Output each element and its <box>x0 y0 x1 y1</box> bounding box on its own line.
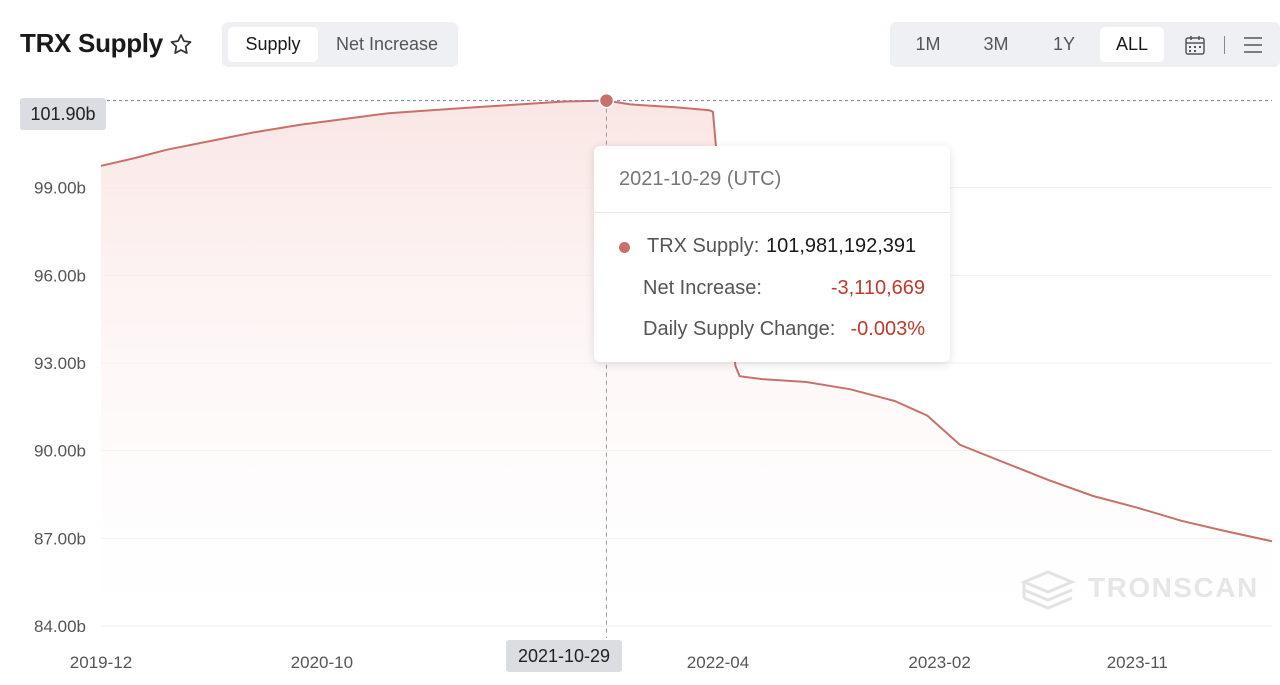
tooltip-net-label: Net Increase: <box>643 277 762 299</box>
toolbar-divider <box>1224 36 1225 54</box>
tooltip-supply-value: 101,981,192,391 <box>766 235 917 257</box>
tooltip-supply-label: TRX Supply: <box>647 235 760 257</box>
tronscan-logo-icon <box>1020 570 1076 610</box>
crosshair-x-label: 2021-10-29 <box>506 640 622 672</box>
y-tick-label: 90.00b <box>34 442 86 461</box>
highlight-point[interactable] <box>598 92 615 109</box>
calendar-icon[interactable] <box>1184 34 1206 56</box>
tooltip-change-label: Daily Supply Change: <box>643 318 836 340</box>
tab-net-increase[interactable]: Net Increase <box>335 34 439 54</box>
x-tick-label: 2019-12 <box>70 653 132 672</box>
y-tick-label: 87.00b <box>34 529 86 548</box>
star-outline-icon[interactable] <box>168 32 194 58</box>
range-1y-button[interactable]: 1Y <box>1052 34 1076 54</box>
range-3m-button[interactable]: 3M <box>983 34 1009 54</box>
hamburger-menu-icon[interactable] <box>1242 34 1264 56</box>
range-all-button[interactable]: ALL <box>1100 27 1164 62</box>
watermark-text: TRONSCAN <box>1088 572 1259 603</box>
tronscan-watermark: TRONSCAN <box>1020 568 1260 612</box>
metric-tabs: Supply Net Increase <box>222 22 458 67</box>
y-tick-label: 93.00b <box>34 354 86 373</box>
tab-supply[interactable]: Supply <box>228 27 318 62</box>
y-tick-label: 99.00b <box>34 179 86 198</box>
x-tick-label: 2022-04 <box>687 653 749 672</box>
y-tick-label: 96.00b <box>34 266 86 285</box>
range-1m-button[interactable]: 1M <box>915 34 941 54</box>
crosshair-y-label: 101.90b <box>20 98 106 130</box>
tooltip-change-value: -0.003% <box>850 318 926 340</box>
x-tick-label: 2023-02 <box>908 653 970 672</box>
x-tick-label: 2020-10 <box>291 653 353 672</box>
y-tick-label: 84.00b <box>34 617 86 636</box>
series-marker-icon <box>619 242 630 253</box>
supply-area <box>101 100 1272 627</box>
tooltip-net-value: -3,110,669 <box>830 277 925 299</box>
data-tooltip: 2021-10-29 (UTC) TRX Supply: 101,981,192… <box>594 146 950 362</box>
tooltip-divider <box>594 212 950 213</box>
supply-line <box>100 99 1273 543</box>
page-title: TRX Supply <box>20 28 163 58</box>
tooltip-date: 2021-10-29 (UTC) <box>619 168 782 190</box>
time-range-selector: 1M 3M 1Y ALL <box>890 22 1280 67</box>
x-tick-label: 2023-11 <box>1107 653 1168 672</box>
